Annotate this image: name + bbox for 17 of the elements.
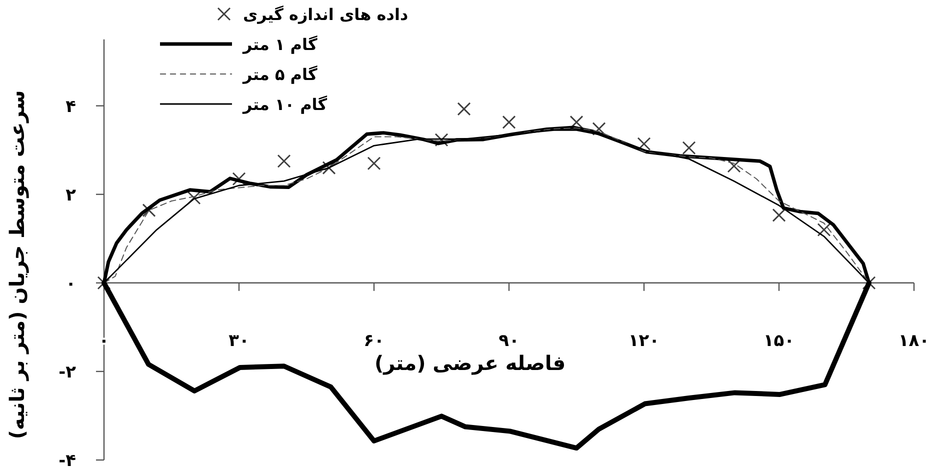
x-tick-label: ۱۸۰ bbox=[898, 330, 930, 351]
x-tick-label: ۳۰ bbox=[228, 330, 250, 351]
x-tick-label: ۶۰ bbox=[364, 330, 384, 351]
legend-label: گام ۵ متر bbox=[242, 65, 318, 84]
legend-label: گام ۱ متر bbox=[242, 35, 318, 54]
x-tick-label: ۱۲۰ bbox=[628, 330, 660, 351]
legend-label: گام ۱۰ متر bbox=[242, 95, 328, 114]
y-tick-label: ۰ bbox=[66, 274, 76, 294]
y-axis-title: سرعت متوسط جریان (متر بر ثانیه) bbox=[5, 90, 29, 440]
x-tick-label: ۹۰ bbox=[498, 330, 520, 351]
x-tick-label: ۱۵۰ bbox=[763, 330, 795, 351]
y-tick-label: ۴ bbox=[66, 96, 76, 117]
y-tick-label: ۲ bbox=[66, 185, 77, 206]
y-tick-label: -۲ bbox=[58, 362, 77, 382]
legend-label: داده های اندازه گیری bbox=[243, 5, 408, 24]
x-axis-title: فاصله عرضی (متر) bbox=[374, 351, 566, 375]
y-tick-label: -۴ bbox=[58, 451, 76, 468]
